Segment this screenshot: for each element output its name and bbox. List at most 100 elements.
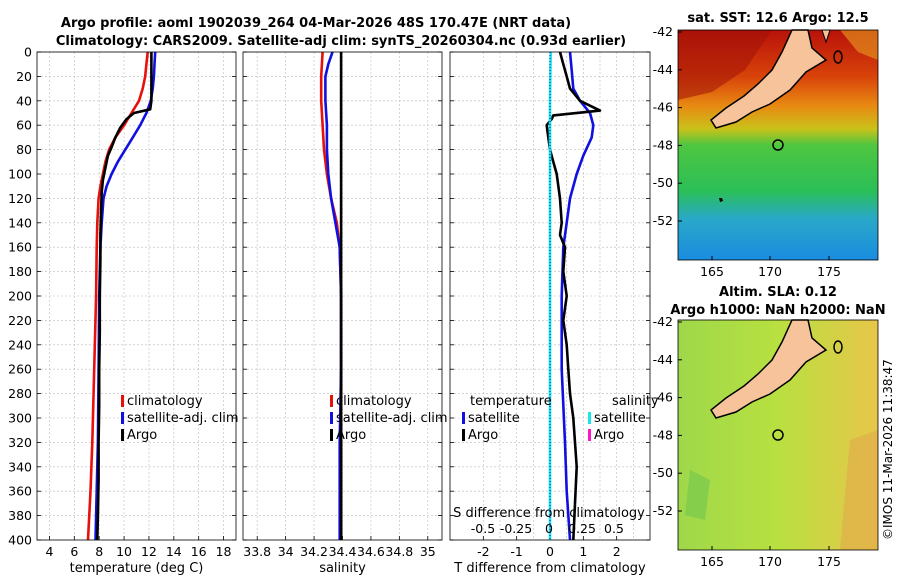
sla-chatham-islands	[833, 340, 843, 354]
legend-swatch	[588, 412, 591, 424]
sst-land-south-island	[710, 29, 828, 129]
y-tick-label: 80	[16, 142, 32, 157]
figure-title-line1: Argo profile: aoml 1902039_264 04-Mar-20…	[61, 16, 571, 31]
map-x-tick-label: 165	[700, 554, 724, 569]
top-x-tick-label: 0.25	[568, 521, 596, 536]
legend-label: climatology	[127, 394, 203, 409]
sst-map-title: sat. SST: 12.6 Argo: 12.5	[687, 11, 868, 26]
x-axis-label: T difference from climatology	[453, 561, 646, 576]
x-tick-label: 12	[141, 544, 157, 559]
legend-swatch	[588, 429, 591, 441]
copyright-text: ©IMOS 11-Mar-2026 11:38:47	[881, 359, 895, 540]
x-tick-label: 34.2	[300, 544, 328, 559]
x-tick-label: 10	[116, 544, 132, 559]
map-y-tick-label: -52	[653, 503, 673, 518]
legend-swatch	[121, 429, 124, 441]
legend-swatch	[330, 429, 333, 441]
legend-swatch	[121, 395, 124, 407]
x-tick-label: 8	[95, 544, 103, 559]
sla-low-patch	[685, 470, 710, 520]
legend-label: satellite	[468, 411, 520, 426]
legend-label: climatology	[336, 394, 412, 409]
y-tick-label: 40	[16, 93, 32, 108]
y-tick-label: 300	[8, 411, 32, 426]
series-group	[86, 52, 157, 540]
y-tick-label: 280	[8, 386, 32, 401]
legend-swatch	[330, 412, 333, 424]
legend-title-temperature: temperature	[470, 394, 552, 409]
map-y-tick-label: -44	[653, 352, 673, 367]
x-tick-label: 2	[613, 544, 621, 559]
legend-label: Argo	[468, 428, 498, 443]
sst-island	[719, 198, 723, 202]
y-tick-label: 0	[24, 45, 32, 60]
sst-map-ticks: 165 170 175 -42 -44 -46 -48 -50 -52	[653, 24, 841, 279]
legend-title-salinity: salinity	[612, 394, 659, 409]
map-x-tick-label: 175	[817, 554, 841, 569]
map-y-tick-label: -50	[653, 465, 673, 480]
sst-warm-patch	[678, 30, 772, 100]
legend-label: Argo	[336, 428, 366, 443]
y-tick-label: 200	[8, 289, 32, 304]
x-tick-label: -2	[477, 544, 489, 559]
y-tick-label: 360	[8, 484, 32, 499]
map-y-tick-label: -48	[653, 427, 673, 442]
y-tick-label: 160	[8, 240, 32, 255]
top-x-tick-label: 0	[545, 521, 553, 536]
legend-label: satellite-adj. clim	[127, 411, 239, 426]
sla-land-south-island	[710, 319, 828, 419]
x-tick-label: 33.8	[243, 544, 271, 559]
y-tick-label: 320	[8, 435, 32, 450]
sst-map: sat. SST: 12.6 Argo: 12.5 165 170 175 -42 -4…	[653, 11, 879, 279]
salinity-difference-label: S difference from climatology	[453, 506, 645, 521]
map-y-tick-label: -42	[653, 314, 673, 329]
x-tick-label: 14	[166, 544, 182, 559]
map-y-tick-label: -42	[653, 24, 673, 39]
x-tick-label: 34.4	[329, 544, 357, 559]
series-group	[319, 52, 343, 540]
y-tick-label: 240	[8, 337, 32, 352]
legend-swatch	[462, 412, 465, 424]
y-tick-label: 120	[8, 191, 32, 206]
map-x-tick-label: 170	[758, 554, 782, 569]
sla-map-title-line1: Altim. SLA: 0.12	[719, 285, 837, 300]
map-y-tick-label: -48	[653, 137, 673, 152]
map-x-tick-label: 170	[758, 264, 782, 279]
sst-argo-location-marker	[772, 139, 784, 151]
sla-map-title-line2: Argo h1000: NaN h2000: NaN	[670, 303, 885, 318]
map-y-tick-label: -46	[653, 100, 673, 115]
legend-swatch	[121, 412, 124, 424]
x-tick-label: 34.8	[385, 544, 413, 559]
top-x-tick-label: -0.5	[471, 521, 495, 536]
top-x-tick-label: 0.5	[604, 521, 624, 536]
temperature-panel: 4 6 8 10 12 14 16 18 temperature (deg C) 0 20 40 60 8…	[8, 45, 238, 577]
sst-chatham-islands	[833, 50, 843, 64]
y-tick-label: 20	[16, 69, 32, 84]
y-tick-label: 100	[8, 167, 32, 182]
legend-label: satellite	[594, 411, 646, 426]
y-tick-label: 260	[8, 362, 32, 377]
x-tick-label: 16	[191, 544, 207, 559]
y-tick-label: 180	[8, 264, 32, 279]
x-axis-label: temperature (deg C)	[70, 561, 204, 576]
x-tick-label: 18	[216, 544, 232, 559]
figure-title-line2: Climatology: CARS2009. Satellite-adj cli…	[56, 34, 626, 49]
y-tick-label: 340	[8, 459, 32, 474]
legend-swatch	[462, 429, 465, 441]
x-tick-label: -1	[510, 544, 522, 559]
x-tick-label: 35	[420, 544, 436, 559]
map-y-tick-label: -50	[653, 175, 673, 190]
difference-panel: -2 -1 0 1 2 T difference from climatology S di…	[449, 51, 659, 576]
sla-high-patch	[840, 430, 878, 550]
y-tick-label: 220	[8, 313, 32, 328]
legend-label: Argo	[594, 428, 624, 443]
legend-label: satellite-adj. clim	[336, 411, 448, 426]
sla-map-ticks: 165 170 175 -42 -44 -46 -48 -50 -52	[653, 314, 841, 569]
series-line-temperature-argo	[545, 52, 602, 540]
x-tick-label: 34	[278, 544, 294, 559]
panel-frame	[36, 51, 237, 541]
sla-argo-location-marker	[772, 429, 784, 441]
y-tick-label: 400	[8, 533, 32, 548]
y-tick-label: 140	[8, 215, 32, 230]
